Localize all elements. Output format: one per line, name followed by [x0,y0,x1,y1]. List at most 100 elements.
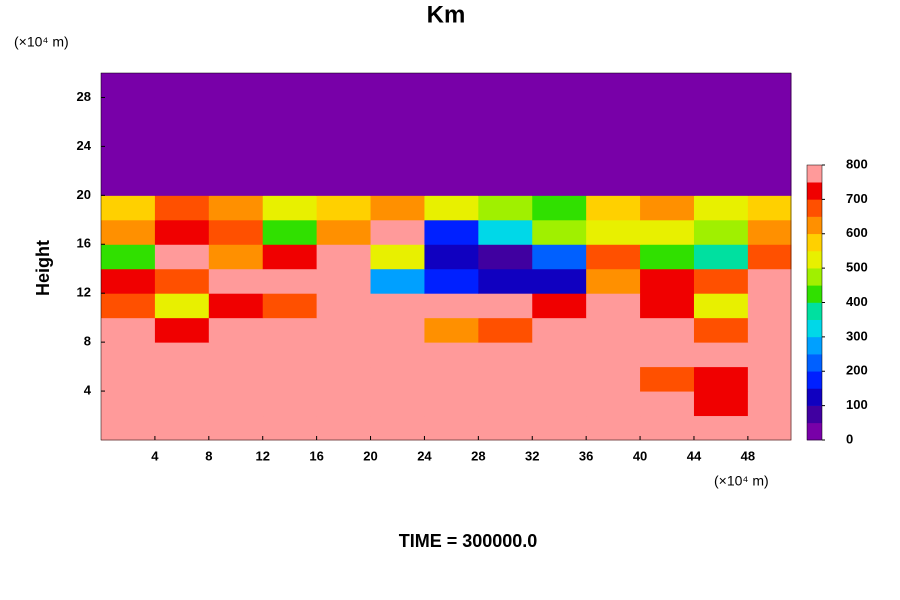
cell [747,97,792,123]
cell [370,391,425,417]
cell [747,391,792,417]
colorbar-swatch [807,250,822,269]
cell [478,268,533,294]
cell [693,170,749,196]
cell [262,391,318,417]
cell [370,121,425,147]
cell [370,342,425,368]
cell [693,366,749,392]
x-tick-label: 4 [151,448,159,463]
cell [747,317,792,343]
cell [316,391,372,417]
cell [316,293,372,319]
cell [424,342,479,368]
cell [478,342,533,368]
cell [693,415,749,441]
cell [208,97,264,123]
cell [370,97,425,123]
cell [586,170,641,196]
cell [747,170,792,196]
cell [478,366,533,392]
cell [478,391,533,417]
cell [693,391,749,417]
cell [693,317,749,343]
cell [154,244,210,270]
cell [262,73,318,98]
colorbar-tick-label: 100 [846,397,868,412]
cell [208,146,264,172]
x-tick-label: 32 [525,448,539,463]
colorbar-tick-label: 500 [846,260,868,275]
y-tick-label: 24 [77,138,92,153]
cell [424,146,479,172]
cell [532,97,587,123]
cell [693,97,749,123]
cell [478,219,533,245]
cell [424,195,479,221]
cell [370,73,425,98]
cell [640,317,695,343]
cell [640,121,695,147]
cell [747,73,792,98]
cell [101,146,156,172]
cell [586,73,641,98]
cell [316,146,372,172]
cell [424,268,479,294]
colorbar-tick-label: 300 [846,328,868,343]
cell [424,317,479,343]
cell [747,268,792,294]
colorbar-tick-label: 0 [846,431,853,446]
cell [208,121,264,147]
cell [747,366,792,392]
cell [693,244,749,270]
cell [370,268,425,294]
cell [747,293,792,319]
cell [478,146,533,172]
cell [424,415,479,441]
cell [262,317,318,343]
cell [532,391,587,417]
colorbar-swatch [807,199,822,217]
cell [693,73,749,98]
cell [316,415,372,441]
cell [586,195,641,221]
cell [424,121,479,147]
cell [370,244,425,270]
cell [478,317,533,343]
cell [640,268,695,294]
cell [586,366,641,392]
cell [532,73,587,98]
cell [154,73,210,98]
y-axis-label: Height [33,240,53,296]
cell [262,219,318,245]
cell [747,121,792,147]
cell [424,219,479,245]
cell [208,219,264,245]
cell [316,317,372,343]
x-unit: (×10⁴ m) [714,473,769,489]
cell [640,146,695,172]
y-unit: (×10⁴ m) [14,34,69,50]
colorbar-swatch [807,233,822,252]
cell [101,244,156,270]
cell [370,219,425,245]
cell [370,170,425,196]
cell [208,195,264,221]
cell [424,244,479,270]
cell [262,170,318,196]
y-tick-label: 12 [77,285,91,300]
cell [640,391,695,417]
cell [154,366,210,392]
cell [640,97,695,123]
cell [316,73,372,98]
cell [101,293,156,319]
cell [316,366,372,392]
cell [693,342,749,368]
cell [262,97,318,123]
cell [586,146,641,172]
cell [532,415,587,441]
cell [693,293,749,319]
cell [640,244,695,270]
cell [262,268,318,294]
cell [478,121,533,147]
